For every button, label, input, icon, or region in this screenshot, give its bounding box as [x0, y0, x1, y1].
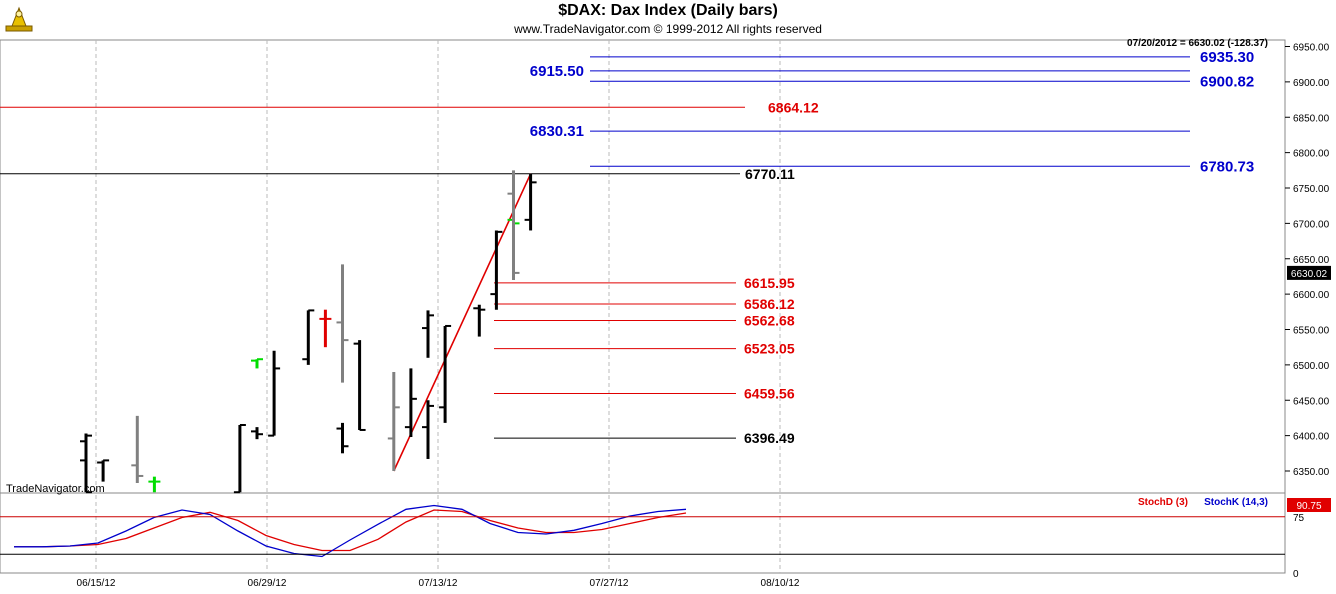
legend-stochk: StochK (14,3) — [1204, 497, 1268, 508]
x-tick-label: 06/29/12 — [248, 578, 287, 589]
last-price-tag-text: 6630.02 — [1291, 269, 1328, 280]
y-tick-label: 6550.00 — [1293, 326, 1330, 337]
price-bar — [80, 433, 92, 480]
y-tick-label: 6950.00 — [1293, 43, 1330, 54]
y-tick-label: 6500.00 — [1293, 361, 1330, 372]
level-label: 6586.12 — [744, 296, 795, 312]
price-bar — [251, 427, 263, 440]
trend-line — [393, 173, 532, 472]
x-tick-label: 08/10/12 — [761, 578, 800, 589]
x-tick-label: 07/13/12 — [419, 578, 458, 589]
level-label: 6396.49 — [744, 430, 795, 446]
price-bar — [131, 415, 144, 484]
stochastic-line — [14, 509, 687, 552]
price-bar — [422, 400, 434, 459]
y-tick-label: 6350.00 — [1293, 467, 1330, 478]
last-bar-info: 07/20/2012 = 6630.02 (-128.37) — [1127, 38, 1268, 49]
chart-subtitle: www.TradeNavigator.com © 1999-2012 All r… — [514, 22, 822, 36]
price-bar — [336, 264, 349, 383]
stoch-value-tag-text: 90.75 — [1296, 501, 1321, 512]
price-bar — [353, 340, 366, 431]
level-label: 6562.68 — [744, 313, 795, 329]
price-bar — [387, 371, 400, 471]
price-bar — [97, 459, 110, 482]
y-tick-label: 6650.00 — [1293, 255, 1330, 266]
price-bar — [490, 230, 503, 310]
y-tick-label: 6800.00 — [1293, 149, 1330, 160]
level-label: 6780.73 — [1200, 158, 1254, 175]
price-bar — [404, 368, 417, 438]
level-label: 6615.95 — [744, 275, 795, 291]
level-label: 6830.31 — [530, 123, 584, 140]
y-tick-label: 6450.00 — [1293, 396, 1330, 407]
x-tick-label: 06/15/12 — [77, 578, 116, 589]
level-label: 6900.82 — [1200, 73, 1254, 90]
price-bar — [439, 324, 452, 423]
horizontal-levels: 6935.30 6915.50 6900.82 6864.12 6830.31 6780.… — [0, 49, 1254, 472]
level-label: 6523.05 — [744, 341, 795, 357]
legend-stochd: StochD (3) — [1138, 497, 1188, 508]
level-label: 6935.30 — [1200, 49, 1254, 66]
price-bar — [268, 350, 281, 437]
y-tick-label: 6400.00 — [1293, 432, 1330, 443]
chart-title: $DAX: Dax Index (Daily bars) — [558, 2, 778, 19]
price-bar — [148, 476, 161, 493]
y-tick-label: 6750.00 — [1293, 184, 1330, 195]
stochastic-lines: StochD (3) StochK (14,3) — [0, 497, 1285, 558]
y-tick-label: 6900.00 — [1293, 78, 1330, 89]
stoch-value-tag — [1287, 498, 1331, 512]
price-bar — [473, 304, 486, 337]
price-bar — [336, 422, 349, 454]
stochastic-line — [14, 504, 687, 558]
price-bar — [507, 170, 520, 280]
stoch-y-tick-label: 75 — [1293, 513, 1305, 524]
price-bar — [302, 309, 315, 365]
last-price-tag — [1287, 265, 1331, 280]
price-bar — [524, 173, 537, 231]
price-bar — [251, 358, 263, 369]
stochastic-panel-frame — [0, 492, 1286, 574]
level-label: 6459.56 — [744, 385, 795, 401]
stoch-y-tick-label: 0 — [1293, 569, 1299, 580]
level-label: 6864.12 — [768, 99, 819, 115]
level-label: 6915.50 — [530, 63, 584, 80]
tradenavigator-logo-icon — [4, 4, 34, 34]
watermark: TradeNavigator.com — [6, 483, 105, 495]
y-tick-label: 6700.00 — [1293, 219, 1330, 230]
level-label: 6770.11 — [745, 166, 795, 182]
price-bars — [80, 170, 537, 494]
axes: 06/15/12 06/29/12 07/13/12 07/27/12 08/10/12… — [77, 43, 1331, 589]
price-bar — [319, 309, 332, 348]
x-tick-label: 07/27/12 — [590, 578, 629, 589]
y-tick-label: 6850.00 — [1293, 113, 1330, 124]
y-tick-label: 6600.00 — [1293, 290, 1330, 301]
price-bar — [233, 424, 246, 494]
price-panel-frame — [0, 39, 1286, 494]
price-bar — [422, 310, 434, 358]
grid — [95, 40, 781, 573]
